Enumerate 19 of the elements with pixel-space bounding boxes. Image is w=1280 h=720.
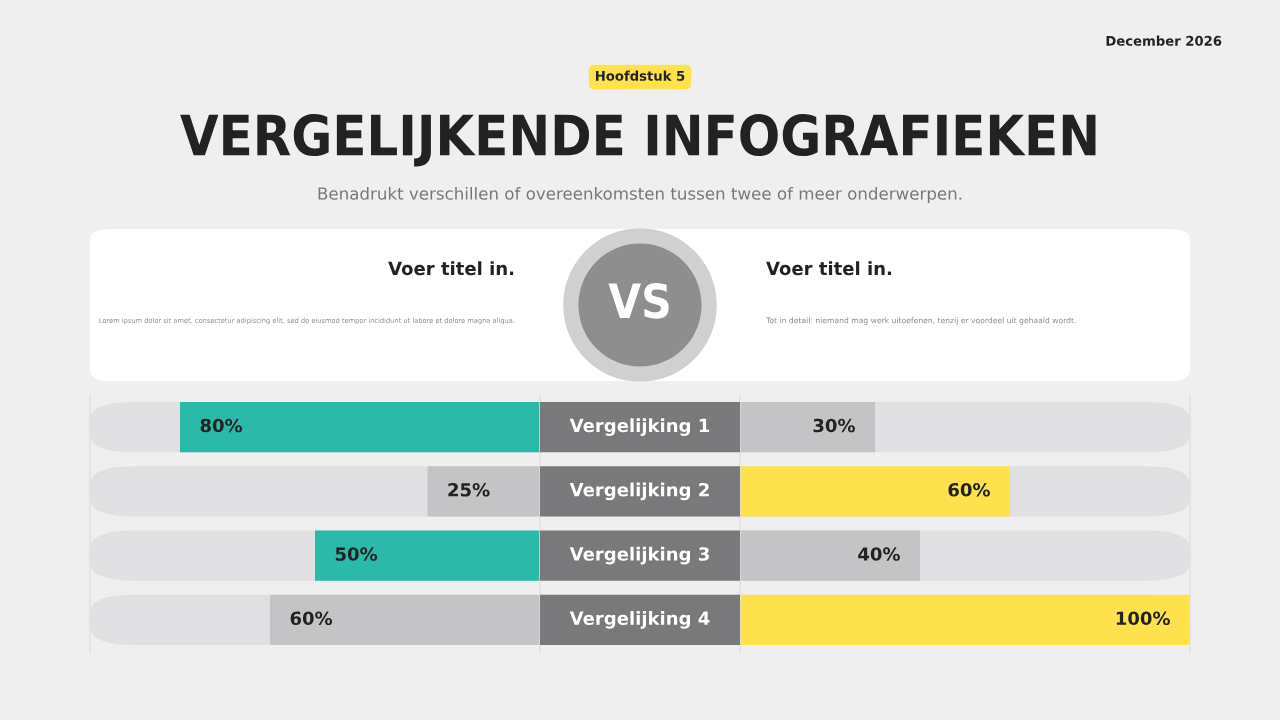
y-tick-label: Vergelijking 2 [569,482,709,501]
text: December 2026 [1106,35,1222,46]
data-label: 50% [335,547,378,561]
data-label: 60% [948,482,990,497]
data-label: 25% [448,482,490,497]
data-label: 80% [200,418,243,433]
text: Benadrukt verschillen of overeenkomsten tussen twee of meer onderwerpen. [318,186,962,204]
data-label: 100% [1116,611,1170,626]
text: Hoofdstuk 5 [595,70,685,81]
y-tick-label: Vergelijking 1 [569,418,710,436]
data-label: 40% [858,547,900,561]
text: Voer titel in. [766,261,892,276]
data-label: 30% [813,418,855,433]
y-tick-label: Vergelijking 3 [569,546,709,565]
y-tick-label: Vergelijking 4 [569,611,710,629]
chart-title: VERGELIJKENDE INFOGRAFIEKEN [180,114,1096,167]
text: VS [608,282,669,319]
data-label: 60% [290,611,333,626]
text: Voer titel in. [388,261,514,276]
